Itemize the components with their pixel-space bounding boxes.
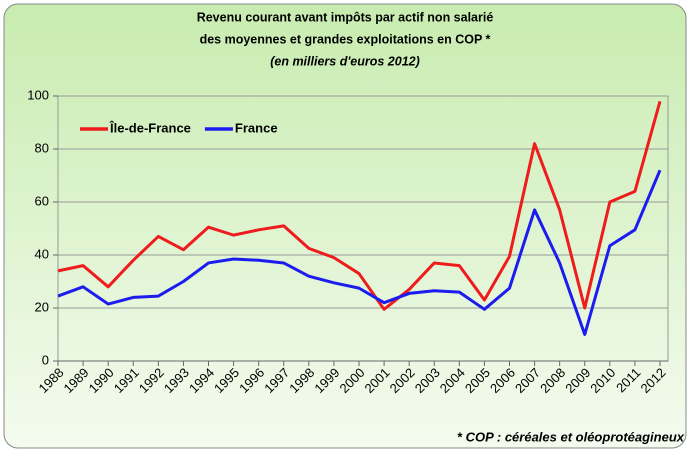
- legend-label: Île-de-France: [109, 120, 191, 135]
- footnote: * COP : céréales et oléoprotéagineux: [457, 429, 685, 444]
- y-tick-label: 100: [27, 87, 49, 102]
- chart-title: des moyennes et grandes exploitations en…: [200, 32, 491, 46]
- y-tick-label: 20: [35, 299, 49, 314]
- y-tick-label: 80: [35, 140, 49, 155]
- chart-title: Revenu courant avant impôts par actif no…: [197, 10, 494, 24]
- line-series: [57, 169, 662, 336]
- chart-subtitle: (en milliers d'euros 2012): [270, 54, 420, 68]
- frame: [3, 3, 687, 449]
- y-tick-label: 60: [35, 193, 49, 208]
- y-tick-label: 0: [42, 352, 49, 367]
- legend-label: France: [235, 120, 278, 135]
- y-tick-label: 40: [35, 246, 49, 261]
- line-series: [57, 100, 662, 311]
